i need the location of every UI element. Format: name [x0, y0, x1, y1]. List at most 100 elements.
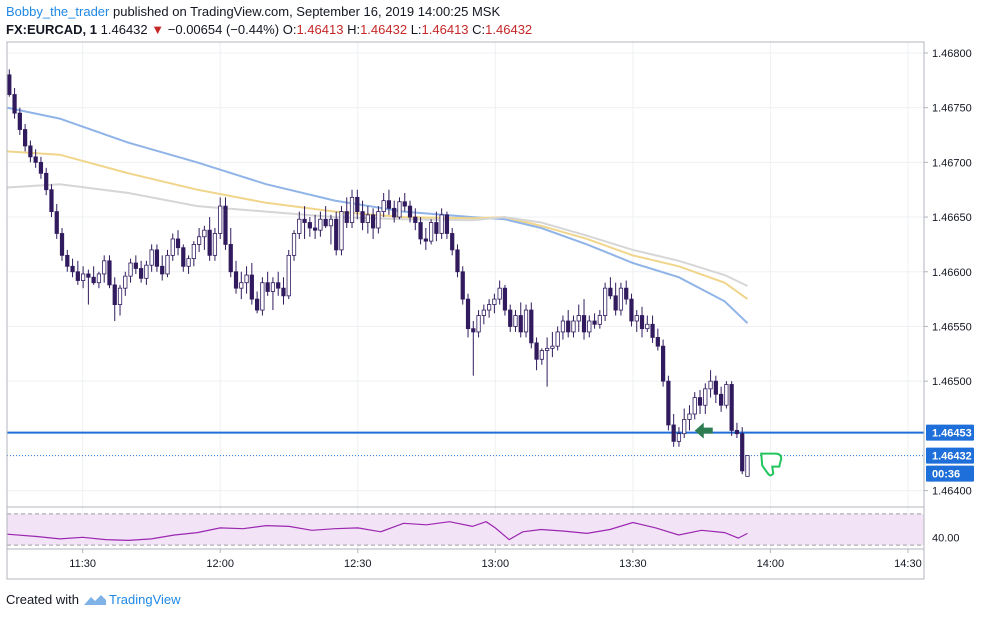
candle-body — [365, 214, 370, 223]
candle-body — [402, 201, 407, 207]
candle — [281, 277, 286, 305]
price-tick-label: 1.46550 — [932, 321, 972, 333]
candle — [740, 427, 745, 475]
candle — [260, 277, 265, 316]
candle — [444, 211, 450, 239]
candle — [17, 107, 22, 135]
candle-body — [513, 315, 518, 327]
candle — [418, 217, 423, 245]
candle — [297, 211, 302, 239]
candle-body — [555, 331, 560, 347]
candle-body — [544, 347, 550, 351]
author-link[interactable]: Bobby_the_trader — [6, 4, 110, 19]
candle — [376, 206, 381, 234]
candle-body — [286, 254, 291, 297]
candle — [529, 302, 534, 349]
candle — [233, 260, 239, 294]
candle-body — [291, 233, 297, 256]
candle — [576, 304, 581, 332]
moving-averages — [6, 106, 749, 324]
candle — [645, 315, 650, 332]
candle-body — [170, 238, 175, 256]
candle — [745, 455, 750, 477]
candle-body — [613, 295, 618, 311]
candle-body — [713, 380, 718, 395]
time-tick-label: 14:30 — [894, 558, 922, 570]
candle-body — [439, 214, 444, 234]
candle — [481, 304, 486, 325]
price-label-bg — [926, 424, 974, 441]
price-label: 1.46432 — [926, 447, 974, 464]
candle — [196, 228, 202, 253]
candle — [713, 375, 718, 404]
price-tick-label: 1.46400 — [932, 486, 972, 498]
candle — [138, 260, 144, 283]
candle — [687, 405, 692, 431]
tradingview-brand-link[interactable]: TradingView — [108, 592, 181, 607]
chart-canvas[interactable]: 1.46800 1.46750 1.46700 1.46650 1.46600 1.465… — [0, 0, 988, 590]
candle-body — [149, 249, 154, 266]
candle-body — [687, 413, 692, 420]
candle-body — [502, 287, 508, 311]
candle-body — [434, 222, 439, 234]
candle-body — [508, 309, 513, 327]
candle — [307, 217, 312, 237]
candle-body — [650, 323, 655, 338]
thumbs-down-icon — [760, 452, 783, 477]
price-label: 1.46453 — [926, 424, 974, 441]
candle — [133, 255, 138, 274]
candle-body — [38, 161, 44, 174]
candle — [70, 258, 75, 278]
candle-body — [571, 320, 576, 333]
candle-body — [7, 74, 12, 95]
candle — [634, 310, 639, 332]
candle-body — [191, 244, 196, 260]
candle-body — [719, 393, 724, 406]
price-change: −0.00654 (−0.44%) — [167, 22, 280, 37]
candle — [186, 255, 191, 274]
candle-body — [450, 233, 455, 251]
candle — [202, 225, 207, 250]
candle-body — [671, 424, 676, 442]
candle — [434, 211, 439, 242]
candle — [697, 389, 703, 414]
candle — [544, 337, 550, 387]
candle-body — [740, 433, 745, 472]
candle — [450, 228, 455, 256]
candle — [86, 269, 91, 305]
candle-body — [218, 205, 223, 234]
candle — [302, 206, 307, 239]
candle — [439, 208, 444, 239]
candle-body — [624, 287, 629, 300]
candle-body — [212, 233, 218, 256]
candle — [560, 315, 566, 340]
candle-body — [254, 298, 260, 311]
candle-body — [344, 211, 349, 223]
candle — [328, 214, 334, 245]
candle-body — [312, 227, 318, 231]
candle-body — [381, 200, 386, 212]
candle — [102, 255, 107, 283]
candle — [708, 370, 713, 398]
candle-body — [676, 433, 682, 442]
candle — [465, 293, 471, 338]
price-label-bg — [926, 447, 974, 464]
candle — [639, 306, 645, 338]
candle — [349, 189, 355, 228]
candle — [486, 299, 492, 318]
rsi-line — [6, 521, 748, 542]
created-with-text: Created with — [6, 592, 79, 607]
candle-body — [618, 287, 624, 311]
candle-body — [175, 238, 181, 249]
candle — [523, 304, 529, 338]
candle — [629, 293, 634, 327]
candle — [660, 339, 666, 387]
rsi-band-lines — [7, 513, 924, 546]
candle-body — [486, 304, 492, 311]
candle — [160, 255, 165, 281]
candle — [360, 200, 365, 231]
candle-body — [465, 298, 471, 330]
candle-body — [44, 172, 49, 191]
candle-body — [397, 201, 402, 218]
candle-body — [22, 129, 28, 147]
